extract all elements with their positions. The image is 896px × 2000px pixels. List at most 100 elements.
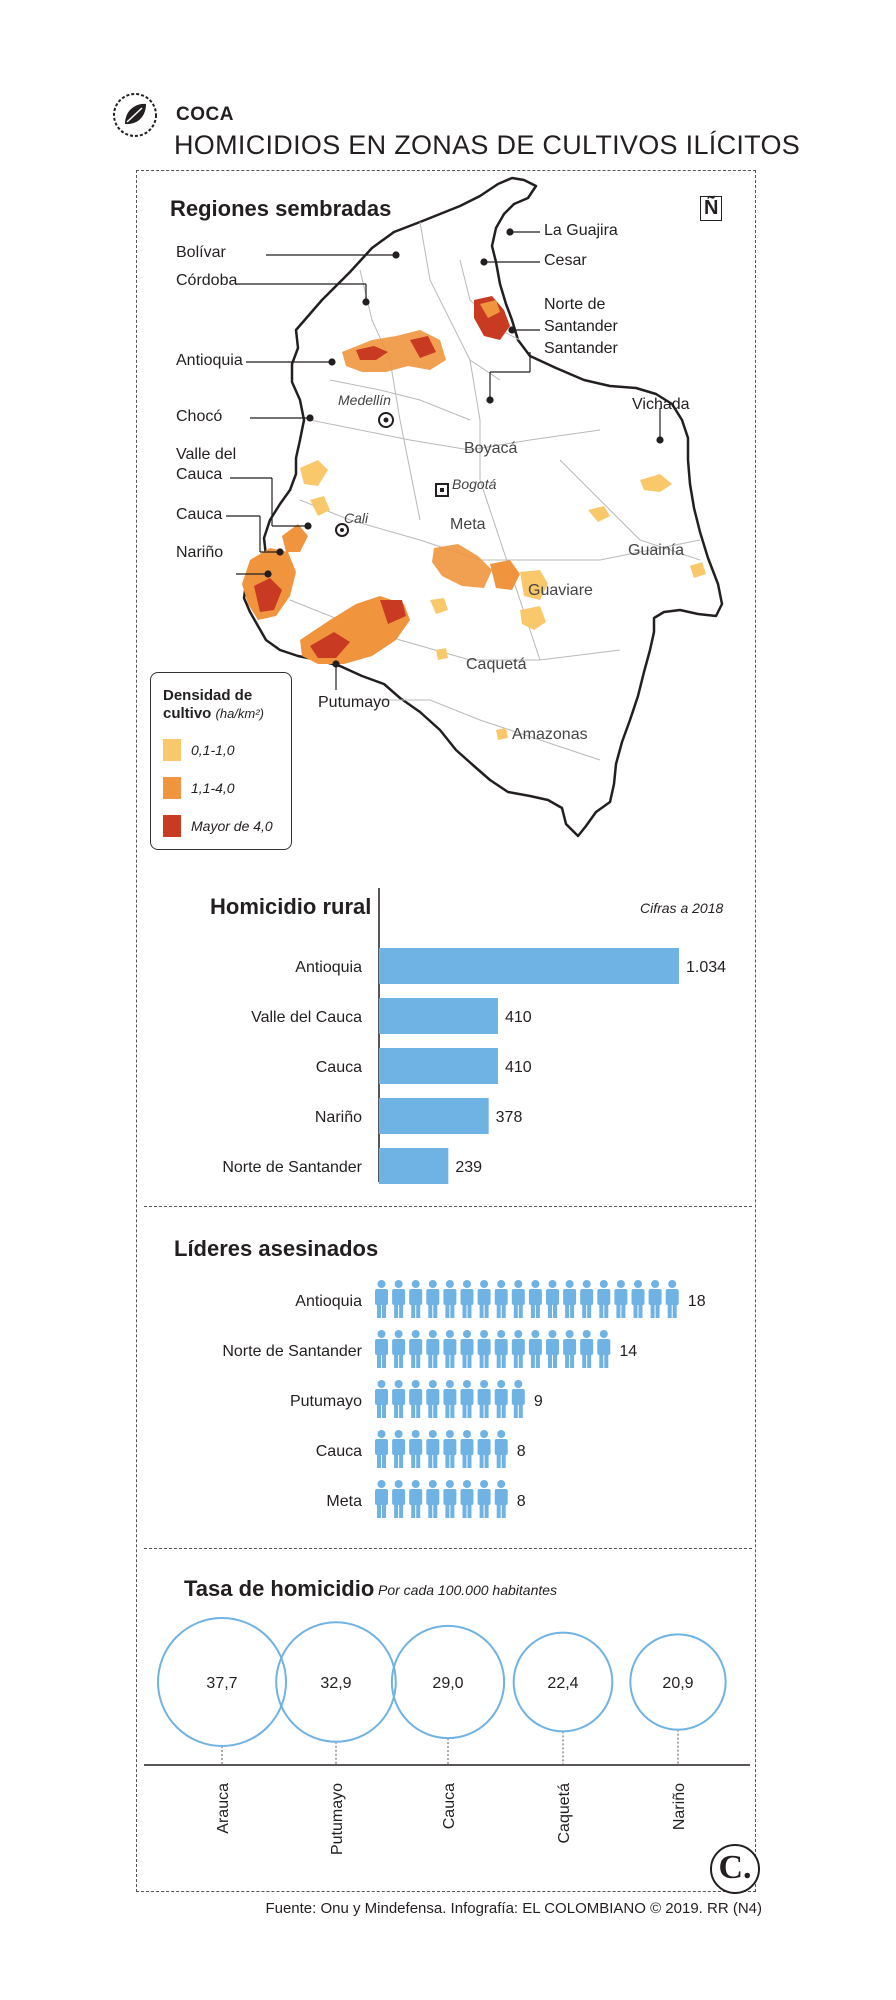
rural-category-label: Cauca — [316, 1059, 362, 1076]
label-guaviare: Guaviare — [528, 582, 593, 599]
leaders-category-label: Antioquia — [295, 1293, 362, 1310]
person-icon — [511, 1330, 525, 1368]
rate-category-label: Putumayo — [329, 1783, 346, 1855]
rate-bubble — [275, 1621, 397, 1743]
rural-value-label: 239 — [455, 1159, 482, 1176]
rural-category-label: Norte de Santander — [222, 1159, 362, 1176]
homicide-rate-chart: 37,7 Arauca 32,9 Putumayo 29,0 Cauca 22,4 Caque… — [144, 1617, 750, 1855]
cultivation-patches — [242, 296, 706, 740]
leaders-value-label: 8 — [517, 1443, 526, 1460]
rate-value-label: 20,9 — [662, 1675, 693, 1692]
label-norte-santander-2: Santander — [544, 318, 618, 335]
label-guajira: La Guajira — [544, 222, 618, 239]
person-icon — [546, 1330, 559, 1368]
rate-category-label: Arauca — [215, 1783, 232, 1834]
person-icon — [443, 1480, 457, 1518]
legend-unit: (ha/km²) — [215, 706, 264, 721]
map-title: Regiones sembradas — [170, 196, 392, 221]
source-credit: Fuente: Onu y Mindefensa. Infografía: EL… — [265, 1900, 762, 1917]
leaders-category-label: Cauca — [316, 1443, 362, 1460]
person-icon — [511, 1280, 525, 1318]
leaders-category-label: Putumayo — [290, 1393, 362, 1410]
rural-value-label: 410 — [505, 1059, 532, 1076]
label-bolivar: Bolívar — [176, 244, 226, 261]
legend-title-2: cultivo — [163, 705, 212, 722]
person-icon — [375, 1280, 388, 1318]
label-medellin: Medellín — [338, 392, 391, 408]
person-icon — [597, 1280, 611, 1318]
person-icon — [375, 1330, 388, 1368]
person-icon — [443, 1330, 457, 1368]
rate-category-label: Caquetá — [556, 1783, 573, 1844]
legend-swatch — [163, 815, 181, 837]
rural-chart-title: Homicidio rural — [210, 894, 372, 919]
person-icon — [409, 1430, 423, 1468]
label-narino: Nariño — [176, 544, 224, 561]
person-icon — [392, 1480, 406, 1518]
label-meta: Meta — [450, 516, 486, 533]
person-icon — [563, 1330, 577, 1368]
person-icon — [477, 1330, 491, 1368]
rural-value-label: 410 — [505, 1009, 532, 1026]
person-icon — [528, 1330, 542, 1368]
label-santander: Santander — [544, 340, 618, 357]
leaders-value-label: 14 — [619, 1343, 637, 1360]
rural-bar — [379, 948, 679, 984]
page-title: HOMICIDIOS EN ZONAS DE CULTIVOS ILÍCITOS — [174, 130, 801, 160]
label-cordoba: Córdoba — [176, 272, 238, 289]
person-icon — [597, 1330, 611, 1368]
person-icon — [409, 1280, 423, 1318]
rate-category-label: Cauca — [441, 1783, 458, 1829]
person-icon — [392, 1430, 406, 1468]
rate-value-label: 32,9 — [320, 1675, 351, 1692]
label-cali: Cali — [344, 510, 369, 526]
rural-homicide-chart: Antioquia 1.034 Valle del Cauca 410 Cauca 410… — [222, 888, 726, 1184]
rate-bubble — [629, 1633, 727, 1731]
person-icon — [460, 1280, 474, 1318]
person-icon — [546, 1280, 559, 1318]
rural-bar — [379, 998, 498, 1034]
legend-item: 1,1-4,0 — [163, 777, 235, 799]
rural-value-label: 1.034 — [686, 959, 726, 976]
label-antioquia: Antioquia — [176, 352, 243, 369]
person-icon — [494, 1430, 508, 1468]
north-arrow-icon: Ñ — [700, 196, 723, 221]
label-vichada: Vichada — [632, 396, 690, 413]
rate-bubble — [157, 1617, 287, 1747]
person-icon — [426, 1480, 440, 1518]
person-icon — [375, 1430, 388, 1468]
label-boyaca: Boyacá — [464, 440, 518, 457]
rate-value-label: 22,4 — [547, 1675, 578, 1692]
separator — [144, 1206, 752, 1207]
leaders-value-label: 18 — [688, 1293, 706, 1310]
colombia-map — [226, 176, 724, 838]
person-icon — [528, 1280, 542, 1318]
person-icon — [443, 1430, 457, 1468]
person-icon — [443, 1380, 457, 1418]
person-icon — [477, 1480, 491, 1518]
person-icon — [580, 1330, 594, 1368]
person-icon — [494, 1330, 508, 1368]
person-icon — [631, 1280, 645, 1318]
person-icon — [477, 1380, 491, 1418]
person-icon — [426, 1380, 440, 1418]
el-colombiano-logo: C. — [710, 1844, 760, 1894]
person-icon — [477, 1430, 491, 1468]
rural-bar — [379, 1148, 449, 1184]
kicker: COCA — [176, 104, 234, 125]
legend-label: Mayor de 4,0 — [191, 818, 273, 834]
person-icon — [409, 1380, 423, 1418]
rate-bubble — [512, 1631, 614, 1733]
density-legend: Densidad de cultivo (ha/km²) 0,1-1,0 1,1-… — [150, 672, 292, 850]
label-cesar: Cesar — [544, 252, 587, 269]
person-icon — [426, 1280, 440, 1318]
rural-bar — [379, 1098, 489, 1134]
legend-swatch — [163, 739, 181, 761]
label-guainia: Guainía — [628, 542, 685, 559]
person-icon — [494, 1280, 508, 1318]
person-icon — [494, 1480, 508, 1518]
person-icon — [511, 1380, 525, 1418]
leader-lines — [226, 228, 664, 690]
person-icon — [477, 1280, 491, 1318]
label-valle-2: Cauca — [176, 466, 223, 483]
